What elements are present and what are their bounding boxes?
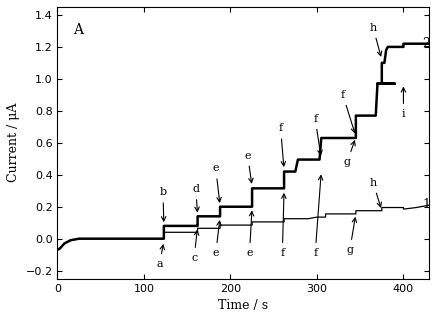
Text: e: e (246, 211, 254, 258)
Text: f: f (279, 123, 286, 166)
X-axis label: Time / s: Time / s (219, 299, 268, 312)
Text: 2: 2 (423, 37, 430, 50)
Text: e: e (244, 151, 253, 183)
Text: g: g (344, 141, 355, 167)
Text: f: f (280, 194, 286, 258)
Text: h: h (370, 23, 382, 56)
Text: h: h (370, 178, 381, 207)
Text: f: f (313, 114, 322, 155)
Text: i: i (401, 88, 406, 119)
Text: 1: 1 (423, 198, 431, 211)
Text: e: e (212, 221, 221, 258)
Text: g: g (346, 218, 357, 255)
Text: c: c (191, 231, 199, 263)
Text: b: b (159, 187, 166, 221)
Text: f: f (313, 175, 323, 258)
Text: f: f (341, 90, 356, 133)
Text: e: e (212, 163, 221, 202)
Y-axis label: Current / μA: Current / μA (7, 103, 20, 182)
Text: d: d (192, 184, 199, 211)
Text: A: A (73, 23, 83, 37)
Text: a: a (156, 245, 165, 269)
